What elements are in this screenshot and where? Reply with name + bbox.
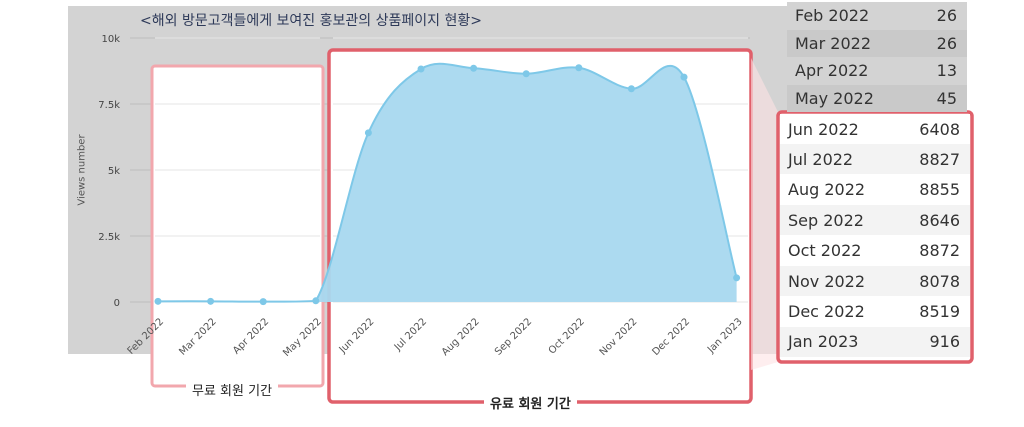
table-row: Nov 2022 8078: [780, 266, 970, 296]
table-cell-month: Apr 2022: [795, 61, 869, 80]
y-tick-label: 7.5k: [98, 100, 120, 111]
data-point: [154, 297, 162, 305]
table-cell-value: 26: [936, 33, 957, 53]
table-cell-month: Oct 2022: [788, 241, 862, 261]
table-row: Oct 2022 8872: [780, 235, 970, 266]
data-point: [733, 274, 741, 282]
table-cell-month: Aug 2022: [788, 180, 866, 200]
area-fill: [158, 63, 737, 302]
table-row: Aug 2022 8855: [780, 174, 970, 205]
data-point: [470, 64, 478, 72]
table-cell-month: Nov 2022: [788, 271, 866, 291]
y-tick-label: 2.5k: [98, 232, 120, 243]
table-cell-month: May 2022: [795, 88, 874, 108]
table-cell-value: 26: [936, 6, 957, 25]
table-cell-value: 13: [936, 61, 957, 80]
table-cell-month: Jul 2022: [788, 149, 854, 169]
data-point: [680, 73, 688, 81]
chart-title: <해외 방문고객들에게 보여진 홍보관의 상품페이지 현황>: [140, 13, 482, 29]
connector-wedge: [751, 58, 778, 370]
table-row: Jun 2022 6408: [780, 114, 970, 144]
table-cell-value: 8872: [919, 241, 960, 261]
table-cell-month: Jun 2022: [788, 119, 859, 139]
data-point: [312, 297, 320, 305]
table-cell-month: Feb 2022: [795, 6, 870, 25]
data-point: [575, 64, 583, 72]
table-row: Sep 2022 8646: [780, 205, 970, 236]
y-tick-label: 10k: [101, 34, 120, 45]
table-cell-value: 45: [936, 88, 957, 108]
paid-period-label: 유료 회원 기간: [484, 393, 577, 412]
y-tick-label: 0: [114, 298, 120, 309]
data-point: [417, 65, 425, 73]
y-tick-label: 5k: [108, 166, 120, 177]
table-cell-month: Mar 2022: [795, 33, 871, 53]
table-row: Mar 2022 26: [787, 29, 967, 57]
data-point: [259, 298, 267, 306]
table-row: Jul 2022 8827: [780, 144, 970, 175]
table-cell-value: 8855: [919, 180, 960, 200]
data-point: [627, 85, 635, 93]
data-point: [364, 129, 372, 137]
table-row: Jan 2023 916: [780, 326, 970, 357]
data-point: [522, 70, 530, 78]
table-cell-value: 6408: [919, 119, 960, 139]
table-cell-value: 8827: [919, 149, 960, 169]
table-cell-value: 8646: [919, 210, 960, 230]
table-cell-value: 916: [929, 332, 960, 352]
table-row: Apr 2022 13: [787, 57, 967, 84]
free-period-label: 무료 회원 기간: [186, 380, 279, 399]
table-cell-value: 8519: [919, 301, 960, 321]
data-point: [207, 297, 215, 305]
table-cell-value: 8078: [919, 271, 960, 291]
table-cell-month: Dec 2022: [788, 301, 865, 321]
table-row: May 2022 45: [787, 84, 967, 112]
table-row: Feb 2022 26: [787, 2, 967, 29]
table-cell-month: Jan 2023: [788, 332, 859, 352]
table-cell-month: Sep 2022: [788, 210, 864, 230]
table-row: Dec 2022 8519: [780, 296, 970, 327]
